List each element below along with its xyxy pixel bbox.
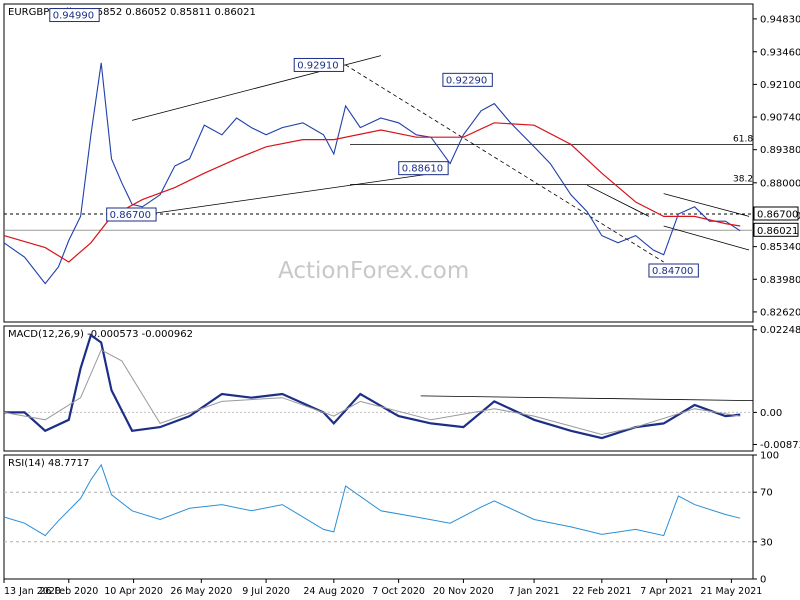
- price-title: EURGBP,Daily 0.85852 0.86052 0.85811 0.8…: [8, 7, 256, 18]
- price-plot: 61.8 38.2 0.94990 0.92910 0.92290 0.88610 0.86…: [3, 8, 799, 285]
- annotation-box: [293, 57, 345, 72]
- price-tag-box: [753, 222, 799, 237]
- macd-panel: MACD(12,26,9) -0.000573 -0.000962 0.0224…: [3, 325, 800, 452]
- price-tag-box: [753, 206, 799, 221]
- macd-panel-frame: [3, 325, 754, 452]
- channel-line: [132, 174, 427, 217]
- price-tag-label: 0.86700: [757, 210, 798, 221]
- x-tick-label: 20 Nov 2020: [433, 586, 494, 597]
- x-tick-label: 21 May 2021: [700, 586, 762, 597]
- price-tag-label: 0.86021: [757, 226, 798, 237]
- price-y-tick-label: 0.89380: [760, 145, 800, 156]
- annotation-label: 0.84700: [652, 266, 693, 277]
- annotation-box: [442, 72, 493, 87]
- fib-level-label: 38.2: [733, 174, 753, 184]
- annotation-box: [106, 207, 157, 222]
- price-panel-frame: [3, 3, 754, 323]
- trend-line: [345, 64, 664, 263]
- rsi-panel: RSI(14) 48.7717 100 70 30 0: [3, 451, 779, 586]
- x-tick-label: 24 Aug 2020: [303, 586, 364, 597]
- fib-level-label: 61.8: [733, 135, 753, 145]
- macd-y-tick-label: 0.022482: [760, 325, 800, 336]
- annotation-label: 0.94990: [53, 11, 94, 22]
- channel-line: [663, 225, 750, 251]
- annotation-label: 0.86700: [110, 210, 151, 221]
- rsi-title: RSI(14) 48.7717: [8, 458, 89, 469]
- x-tick-label: 13 Jan 2020: [4, 586, 61, 597]
- price-y-tick-label: 0.85340: [760, 242, 800, 253]
- annotation-label: 0.88610: [402, 164, 443, 175]
- price-y-tick-label: 0.90740: [760, 113, 800, 124]
- x-tick-label: 7 Apr 2021: [640, 586, 693, 597]
- rsi-plot: [3, 463, 753, 543]
- annotation-label: 0.92290: [446, 75, 487, 86]
- annotation-box: [648, 263, 699, 278]
- x-tick-label: 26 May 2020: [170, 586, 232, 597]
- rsi-y-tick-label: 30: [760, 537, 773, 548]
- price-y-tick-label: 0.88000: [760, 178, 800, 189]
- price-y-tick-label: 0.93460: [760, 47, 800, 58]
- x-tick-label: 9 Jul 2020: [242, 586, 290, 597]
- rsi-line: [3, 463, 741, 537]
- rsi-y-tick-label: 70: [760, 488, 773, 499]
- x-tick-label: 10 Apr 2020: [104, 586, 163, 597]
- channel-line: [663, 193, 750, 217]
- macd-y-tick-label: 0.00: [760, 408, 782, 419]
- x-tick-label: 26 Feb 2020: [39, 586, 98, 597]
- macd-trend-line: [420, 395, 754, 402]
- price-series-line: [3, 62, 741, 285]
- rsi-y-tick-label: 0: [760, 575, 766, 586]
- macd-plot: [3, 333, 754, 440]
- annotation-label: 0.92910: [297, 60, 338, 71]
- channel-line: [586, 184, 650, 217]
- price-y-tick-label: 0.82620: [760, 307, 800, 318]
- price-panel: EURGBP,Daily 0.85852 0.86052 0.85811 0.8…: [3, 3, 800, 323]
- x-tick-label: 22 Feb 2021: [572, 586, 631, 597]
- x-tick-label: 7 Jan 2021: [509, 586, 560, 597]
- rsi-y-tick-label: 100: [760, 451, 779, 462]
- x-tick-label: 7 Oct 2020: [372, 586, 425, 597]
- macd-signal-line: [3, 349, 741, 436]
- macd-title: MACD(12,26,9) -0.000573 -0.000962: [8, 329, 193, 340]
- macd-y-tick-label: -0.008736: [760, 440, 800, 451]
- annotation-box: [49, 8, 100, 23]
- price-y-tick-label: 0.83980: [760, 275, 800, 286]
- price-y-tick-label: 0.92100: [760, 80, 800, 91]
- rsi-y-axis: 100 70 30 0: [753, 451, 779, 586]
- watermark: ActionForex.com: [278, 258, 469, 284]
- price-y-tick-label: 0.94830: [760, 14, 800, 25]
- annotation-box: [398, 161, 449, 176]
- macd-y-axis: 0.022482 0.00 -0.008736: [753, 325, 800, 451]
